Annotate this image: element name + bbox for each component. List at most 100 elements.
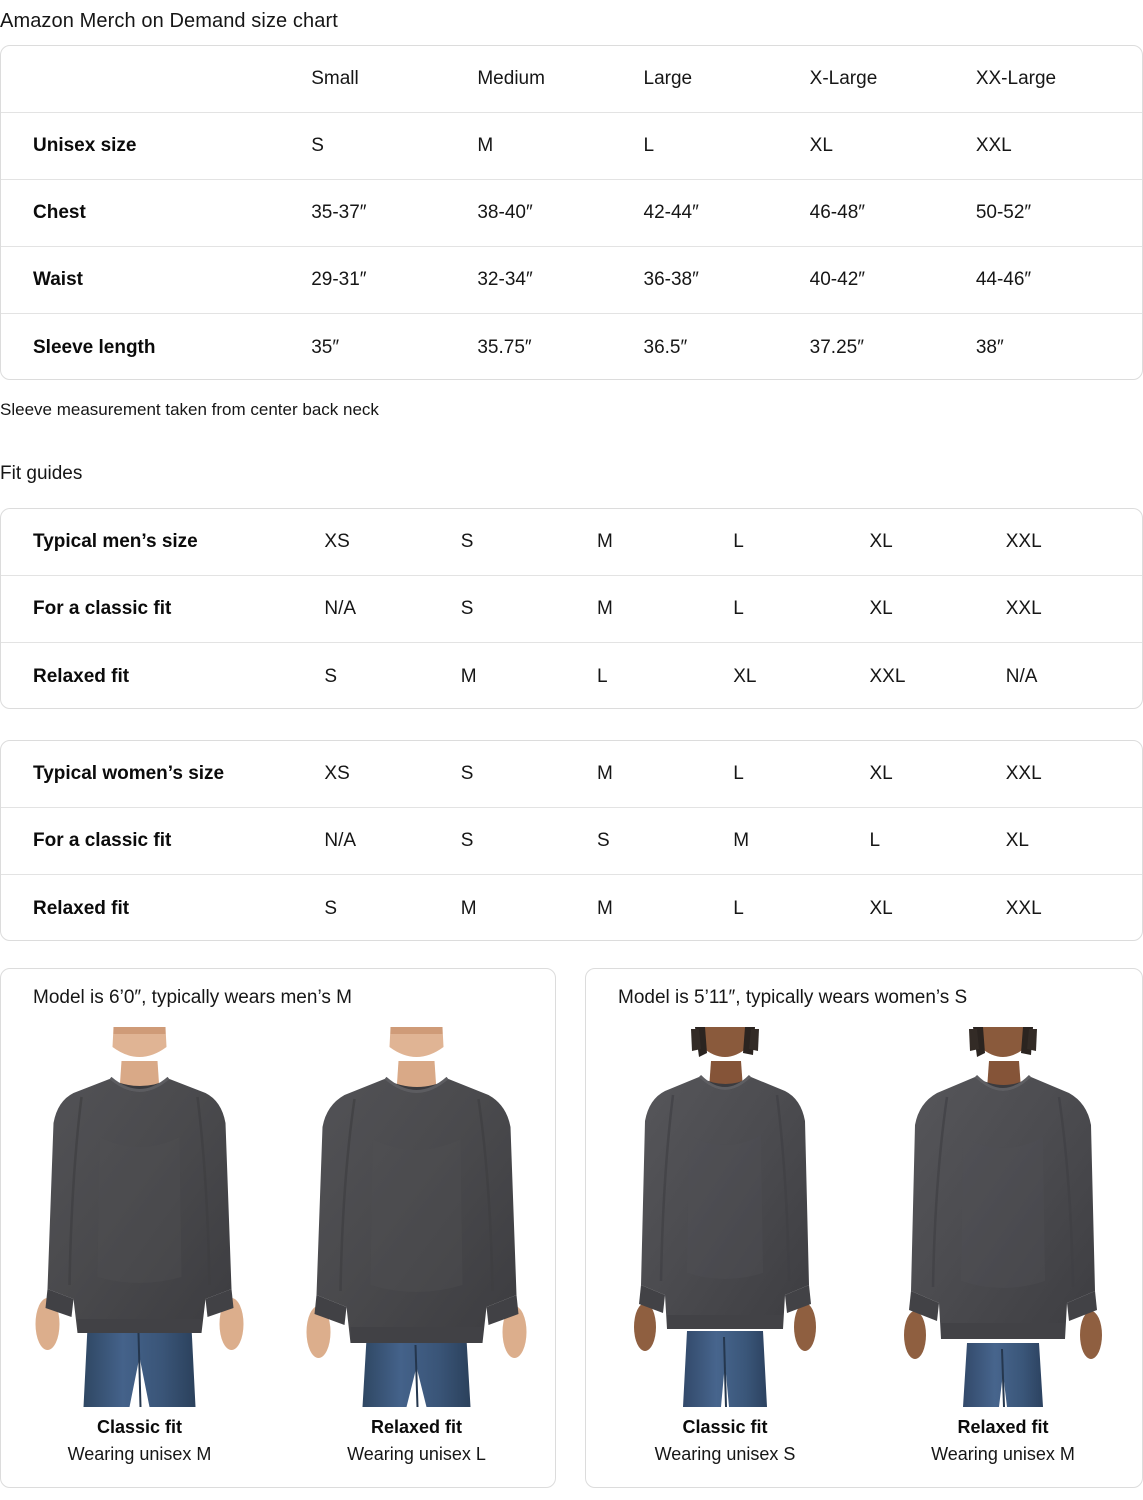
row-label: Unisex size <box>33 135 137 156</box>
model-men-figures <box>1 1027 555 1407</box>
table-cell: 35″ <box>311 336 340 358</box>
row-label: Typical women’s size <box>33 763 225 784</box>
caption-classic-fit: Classic fit Wearing unisex S <box>586 1405 864 1477</box>
table-cell: M <box>596 763 613 784</box>
model-men-classic-figure <box>1 1027 278 1407</box>
table-cell: 32-34″ <box>477 269 533 290</box>
table-cell: M <box>596 897 613 919</box>
row-label: Chest <box>33 202 86 223</box>
table-cell: M <box>733 830 750 851</box>
table-cell: XS <box>324 763 350 784</box>
caption-wearing-label: Wearing unisex S <box>654 1444 796 1464</box>
caption-fit-label: Classic fit <box>682 1417 768 1437</box>
header-cell-x-large: X-Large <box>809 68 878 89</box>
table-cell: XXL <box>1005 897 1042 919</box>
table-cell: XXL <box>1005 763 1042 784</box>
row-label: Sleeve length <box>33 336 156 358</box>
table-cell: L <box>596 665 608 687</box>
table-cell: 36.5″ <box>643 336 688 358</box>
table-cell: S <box>324 897 338 919</box>
female-model-relaxed-fit-image <box>904 1027 1102 1407</box>
row-label: Waist <box>33 269 83 290</box>
table-row: Typical women’s size XS S M L XL XXL <box>1 741 1142 808</box>
male-model-relaxed-fit-image <box>306 1027 527 1407</box>
model-women-heading: Model is 5’11″, typically wears women’s … <box>618 987 968 1008</box>
table-row: Waist 29-31″ 32-34″ 36-38″ 40-42″ 44-46″ <box>1 247 1142 314</box>
row-label: Relaxed fit <box>33 897 130 919</box>
table-cell: 50-52″ <box>975 202 1032 223</box>
table-cell: 35.75″ <box>477 336 532 358</box>
header-cell-small: Small <box>311 68 359 89</box>
model-men-relaxed-figure <box>278 1027 555 1407</box>
table-cell: 36-38″ <box>643 269 699 290</box>
table-cell: XL <box>733 665 757 687</box>
table-header-row: Small Medium Large X-Large XX-Large <box>1 46 1142 113</box>
caption-classic-fit: Classic fit Wearing unisex M <box>1 1405 278 1477</box>
table-cell: 40-42″ <box>809 269 865 290</box>
table-cell: XXL <box>975 135 1012 156</box>
table-cell: N/A <box>324 830 357 851</box>
table-row: For a classic fit N/A S S M L XL <box>1 808 1142 875</box>
table-cell: XXL <box>1005 531 1042 552</box>
page-title: Amazon Merch on Demand size chart <box>0 9 338 32</box>
sleeve-measurement-note: Sleeve measurement taken from center bac… <box>0 400 379 419</box>
table-cell: L <box>733 598 744 619</box>
model-women-classic-figure <box>586 1027 864 1407</box>
table-cell: M <box>596 598 613 619</box>
table-row: Unisex size S M L XL XXL <box>1 113 1142 180</box>
row-label: For a classic fit <box>33 830 172 851</box>
table-cell: S <box>460 531 474 552</box>
table-cell: M <box>477 135 494 156</box>
table-cell: S <box>596 830 610 851</box>
model-card-men: Model is 6’0″, typically wears men’s M <box>0 968 556 1488</box>
row-label: For a classic fit <box>33 598 172 619</box>
male-model-classic-fit-image <box>35 1027 244 1407</box>
table-row: Relaxed fit S M M L XL XXL <box>1 875 1142 942</box>
fit-guides-heading: Fit guides <box>0 463 83 484</box>
female-model-classic-fit-image <box>634 1027 816 1407</box>
model-women-relaxed-figure <box>864 1027 1142 1407</box>
table-row: Sleeve length 35″ 35.75″ 36.5″ 37.25″ 38… <box>1 314 1142 381</box>
table-cell: L <box>733 531 744 552</box>
fit-guide-men-table: Typical men’s size XS S M L XL XXL For a… <box>0 508 1143 709</box>
table-cell: 35-37″ <box>311 202 367 223</box>
table-cell: 46-48″ <box>809 202 865 223</box>
table-cell: L <box>733 763 744 784</box>
caption-fit-label: Relaxed fit <box>957 1417 1049 1437</box>
table-cell: XS <box>324 531 350 552</box>
model-women-figures <box>586 1027 1142 1407</box>
table-cell: 38-40″ <box>477 202 533 223</box>
size-table: Small Medium Large X-Large XX-Large Unis… <box>0 45 1143 380</box>
table-cell: 44-46″ <box>975 269 1032 290</box>
table-cell: XL <box>869 763 893 784</box>
fit-guide-women-table: Typical women’s size XS S M L XL XXL For… <box>0 740 1143 941</box>
table-cell: XL <box>809 135 833 156</box>
table-cell: 29-31″ <box>311 269 367 290</box>
table-cell: XL <box>869 531 893 552</box>
caption-wearing-label: Wearing unisex M <box>67 1444 212 1464</box>
table-cell: M <box>460 665 477 687</box>
caption-relaxed-fit: Relaxed fit Wearing unisex M <box>864 1405 1142 1477</box>
table-cell: N/A <box>324 598 357 619</box>
model-men-heading: Model is 6’0″, typically wears men’s M <box>33 987 352 1008</box>
header-cell-large: Large <box>643 68 693 89</box>
table-cell: XL <box>869 897 893 919</box>
caption-relaxed-fit: Relaxed fit Wearing unisex L <box>278 1405 555 1477</box>
table-cell: 38″ <box>975 336 1004 358</box>
row-label: Typical men’s size <box>33 531 198 552</box>
model-women-captions: Classic fit Wearing unisex S Relaxed fit… <box>586 1405 1142 1477</box>
caption-wearing-label: Wearing unisex M <box>931 1444 1075 1464</box>
table-cell: L <box>869 830 881 851</box>
table-row: Chest 35-37″ 38-40″ 42-44″ 46-48″ 50-52″ <box>1 180 1142 247</box>
table-cell: L <box>733 897 744 919</box>
table-cell: XXL <box>1005 598 1042 619</box>
row-label: Relaxed fit <box>33 665 130 687</box>
model-men-captions: Classic fit Wearing unisex M Relaxed fit… <box>1 1405 555 1477</box>
table-row: For a classic fit N/A S M L XL XXL <box>1 576 1142 643</box>
table-cell: XXL <box>869 665 906 687</box>
table-cell: N/A <box>1005 665 1038 687</box>
header-cell-xx-large: XX-Large <box>975 68 1057 89</box>
caption-fit-label: Relaxed fit <box>370 1417 463 1437</box>
caption-wearing-label: Wearing unisex L <box>347 1444 486 1464</box>
